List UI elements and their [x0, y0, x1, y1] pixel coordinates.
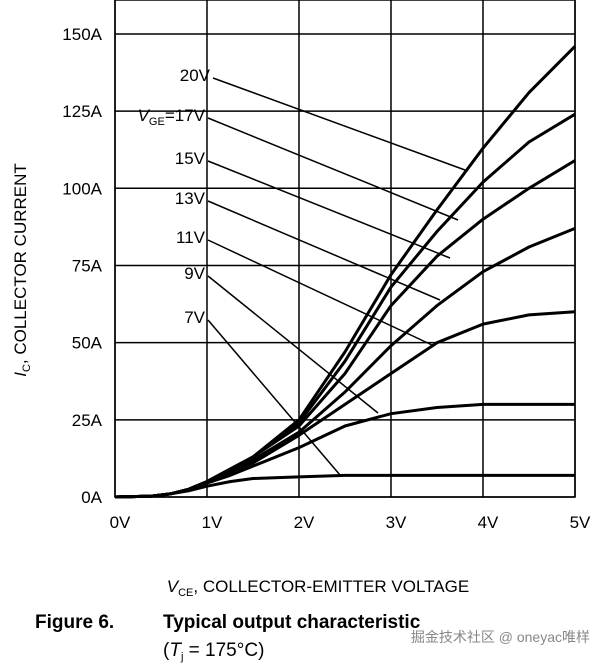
x-tick-label: 1V [202, 513, 223, 532]
y-tick-label: 100A [62, 179, 102, 198]
leader-line [207, 275, 379, 414]
y-tick-label: 0A [81, 488, 102, 507]
legend-name: 20V [180, 66, 211, 85]
x-tick-label: 0V [110, 513, 131, 532]
leader-line [207, 200, 441, 301]
curve [114, 45, 577, 499]
legend-label: VGE=17V [138, 106, 206, 128]
leader-line [207, 117, 459, 221]
legend-label: 13V [175, 189, 206, 208]
x-tick-label: 2V [294, 513, 315, 532]
y-tick-label: 25A [72, 411, 103, 430]
legend-prefix-sub: GE [149, 116, 165, 128]
curve [114, 402, 575, 499]
legend-label: 9V [184, 264, 205, 283]
y-axis-label: IC, COLLECTOR CURRENT [11, 163, 33, 377]
legend-name: 7V [184, 308, 205, 327]
curve [114, 112, 576, 499]
y-label-text: , COLLECTOR CURRENT [11, 163, 30, 364]
legend-name: 11V [176, 228, 206, 247]
legend-prefix-text: = [165, 106, 175, 125]
leader-line [207, 239, 433, 346]
plot-frame [114, 0, 576, 498]
caption-condition: (Tj = 175°C) [163, 640, 264, 663]
cond-symbol: T [169, 640, 182, 661]
cond-open: ( [163, 640, 170, 661]
caption-number: Figure 6. [35, 612, 114, 633]
legend-label: 15V [175, 149, 206, 168]
legend-name: 15V [175, 149, 206, 168]
legend-name: 17V [175, 106, 206, 125]
y-tick-label: 75A [72, 256, 103, 275]
curve [114, 473, 575, 499]
legend-prefix-symbol: V [138, 106, 151, 125]
leader-line [207, 160, 451, 259]
caption-title: Typical output characteristic [163, 612, 421, 633]
watermark: 掘金技术社区 @ oneyac唯样 [411, 629, 590, 645]
x-label-symbol: V [167, 577, 180, 596]
y-tick-label: 50A [72, 334, 103, 353]
y-label-symbol: I [11, 372, 30, 377]
x-axis-label: VCE, COLLECTOR-EMITTER VOLTAGE [167, 577, 469, 599]
x-tick-label: 4V [478, 513, 499, 532]
y-tick-label: 125A [62, 102, 102, 121]
cond-sub: j [180, 651, 183, 663]
y-tick-label: 150A [62, 25, 102, 44]
legend-label: 11V [176, 228, 206, 247]
leader-line [212, 77, 466, 171]
legend-name: 13V [175, 189, 206, 208]
cond-text: = 175°C) [183, 640, 264, 661]
y-label-sub: C [21, 364, 33, 372]
legend-label: 7V [184, 308, 205, 327]
x-tick-label: 5V [570, 513, 591, 532]
legend-name: 9V [184, 264, 205, 283]
x-label-sub: CE [178, 587, 193, 599]
x-tick-label: 3V [386, 513, 407, 532]
x-label-text: , COLLECTOR-EMITTER VOLTAGE [193, 577, 469, 596]
leader-line [207, 319, 341, 476]
legend-label: 20V [180, 66, 211, 85]
curve [114, 159, 576, 499]
